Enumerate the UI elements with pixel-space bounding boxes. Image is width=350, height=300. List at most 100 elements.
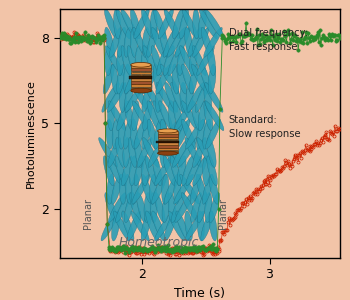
Ellipse shape bbox=[201, 27, 213, 57]
Ellipse shape bbox=[119, 174, 126, 204]
Ellipse shape bbox=[133, 27, 147, 57]
Ellipse shape bbox=[186, 82, 193, 112]
Ellipse shape bbox=[142, 82, 152, 112]
Ellipse shape bbox=[125, 101, 134, 131]
Ellipse shape bbox=[132, 82, 150, 112]
Ellipse shape bbox=[150, 9, 157, 39]
Ellipse shape bbox=[111, 64, 119, 94]
Ellipse shape bbox=[202, 174, 213, 204]
Ellipse shape bbox=[105, 193, 117, 223]
Ellipse shape bbox=[129, 156, 137, 186]
Ellipse shape bbox=[182, 156, 194, 186]
Ellipse shape bbox=[155, 82, 163, 112]
Ellipse shape bbox=[158, 9, 174, 39]
Ellipse shape bbox=[132, 101, 151, 130]
Ellipse shape bbox=[131, 62, 151, 67]
Ellipse shape bbox=[125, 64, 141, 94]
Ellipse shape bbox=[142, 156, 149, 186]
Ellipse shape bbox=[160, 27, 169, 57]
Ellipse shape bbox=[204, 101, 213, 131]
Ellipse shape bbox=[121, 46, 132, 76]
Ellipse shape bbox=[107, 101, 114, 131]
Ellipse shape bbox=[106, 156, 123, 186]
Ellipse shape bbox=[186, 119, 204, 149]
Ellipse shape bbox=[113, 211, 130, 241]
X-axis label: Time (s): Time (s) bbox=[174, 287, 225, 300]
Ellipse shape bbox=[117, 64, 125, 94]
Ellipse shape bbox=[197, 193, 207, 223]
Ellipse shape bbox=[168, 46, 182, 76]
Ellipse shape bbox=[119, 82, 126, 112]
Ellipse shape bbox=[174, 174, 181, 204]
Ellipse shape bbox=[142, 27, 150, 57]
Ellipse shape bbox=[146, 211, 159, 241]
Ellipse shape bbox=[151, 46, 162, 76]
Ellipse shape bbox=[121, 9, 138, 39]
Ellipse shape bbox=[121, 156, 132, 186]
Ellipse shape bbox=[185, 211, 204, 241]
Ellipse shape bbox=[201, 211, 213, 241]
Ellipse shape bbox=[209, 211, 217, 241]
Ellipse shape bbox=[143, 101, 152, 131]
Ellipse shape bbox=[147, 27, 158, 57]
Ellipse shape bbox=[177, 64, 187, 94]
Ellipse shape bbox=[188, 27, 202, 57]
Ellipse shape bbox=[205, 82, 223, 112]
Ellipse shape bbox=[112, 119, 119, 149]
Ellipse shape bbox=[162, 193, 170, 223]
Ellipse shape bbox=[132, 174, 150, 204]
Ellipse shape bbox=[143, 137, 159, 167]
Ellipse shape bbox=[197, 46, 214, 76]
Ellipse shape bbox=[180, 46, 195, 76]
Ellipse shape bbox=[180, 174, 200, 204]
Y-axis label: Photoluminescence: Photoluminescence bbox=[26, 79, 36, 188]
Ellipse shape bbox=[160, 64, 179, 94]
Ellipse shape bbox=[177, 156, 186, 186]
Ellipse shape bbox=[163, 27, 177, 57]
Ellipse shape bbox=[163, 156, 176, 186]
Ellipse shape bbox=[179, 9, 189, 39]
Ellipse shape bbox=[137, 137, 152, 167]
Ellipse shape bbox=[102, 82, 119, 112]
Ellipse shape bbox=[177, 46, 185, 76]
Ellipse shape bbox=[187, 82, 204, 112]
Ellipse shape bbox=[186, 156, 202, 186]
Ellipse shape bbox=[127, 46, 138, 76]
Ellipse shape bbox=[130, 9, 140, 39]
Ellipse shape bbox=[152, 211, 165, 241]
Ellipse shape bbox=[147, 119, 157, 149]
Ellipse shape bbox=[181, 193, 199, 223]
Ellipse shape bbox=[168, 137, 182, 167]
Ellipse shape bbox=[134, 119, 146, 149]
Ellipse shape bbox=[117, 46, 124, 76]
Bar bbox=[158, 134, 178, 136]
Ellipse shape bbox=[124, 193, 134, 223]
Ellipse shape bbox=[141, 119, 150, 149]
Ellipse shape bbox=[104, 9, 118, 39]
Ellipse shape bbox=[185, 211, 193, 241]
Ellipse shape bbox=[175, 27, 190, 57]
Ellipse shape bbox=[159, 137, 167, 167]
Ellipse shape bbox=[191, 64, 209, 94]
Ellipse shape bbox=[198, 101, 206, 131]
Ellipse shape bbox=[128, 137, 137, 167]
Ellipse shape bbox=[135, 46, 142, 76]
Ellipse shape bbox=[124, 119, 132, 149]
Ellipse shape bbox=[116, 9, 131, 39]
Ellipse shape bbox=[131, 88, 151, 93]
Ellipse shape bbox=[141, 9, 154, 39]
Ellipse shape bbox=[173, 101, 183, 131]
Ellipse shape bbox=[105, 46, 123, 76]
Ellipse shape bbox=[209, 174, 219, 204]
Bar bbox=[131, 71, 151, 74]
Bar bbox=[131, 68, 151, 71]
Bar bbox=[158, 131, 178, 134]
Ellipse shape bbox=[132, 64, 147, 94]
Ellipse shape bbox=[135, 137, 142, 167]
Ellipse shape bbox=[169, 119, 184, 149]
Bar bbox=[131, 88, 151, 91]
Ellipse shape bbox=[197, 211, 204, 241]
Ellipse shape bbox=[161, 137, 176, 167]
Ellipse shape bbox=[208, 64, 216, 94]
Ellipse shape bbox=[134, 9, 149, 39]
